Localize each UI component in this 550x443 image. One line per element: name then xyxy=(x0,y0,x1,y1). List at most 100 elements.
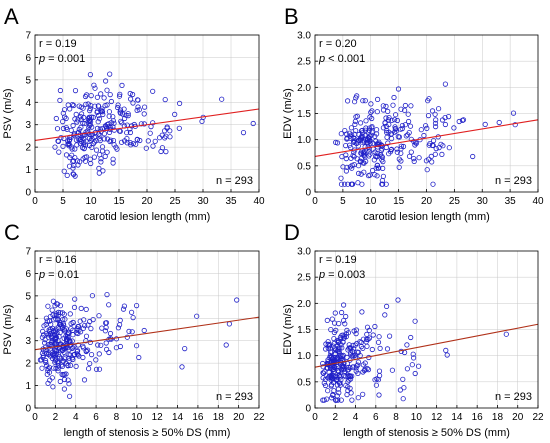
y-tick-label: 0 xyxy=(25,188,31,199)
data-point xyxy=(352,118,358,125)
data-point xyxy=(338,131,344,137)
data-point xyxy=(396,134,402,140)
data-point xyxy=(108,120,114,126)
data-point xyxy=(83,348,89,355)
y-tick-label: 0.5 xyxy=(297,377,311,388)
data-point xyxy=(126,328,132,334)
data-point xyxy=(361,149,367,155)
data-point xyxy=(83,333,90,339)
data-point xyxy=(336,320,342,327)
data-point xyxy=(103,340,109,346)
data-point xyxy=(343,143,349,149)
data-point xyxy=(43,350,49,357)
x-tick-label: 5 xyxy=(340,196,346,207)
x-tick-label: 18 xyxy=(492,412,504,423)
data-point xyxy=(428,153,434,159)
data-point xyxy=(57,329,63,336)
data-point xyxy=(78,114,84,120)
x-tick-label: 12 xyxy=(152,412,164,423)
data-point xyxy=(119,82,125,89)
data-point xyxy=(162,128,168,134)
data-point xyxy=(94,94,101,100)
data-point xyxy=(55,317,61,323)
data-point xyxy=(389,117,395,123)
data-point xyxy=(340,164,346,170)
data-point xyxy=(433,146,439,152)
data-point xyxy=(91,134,98,140)
data-point xyxy=(73,363,79,369)
data-point xyxy=(52,332,58,338)
y-tick-label: 0 xyxy=(25,404,31,415)
data-point xyxy=(39,365,45,371)
data-point xyxy=(358,150,364,156)
data-point xyxy=(348,132,355,138)
data-point xyxy=(406,153,413,159)
data-point xyxy=(88,160,94,167)
data-point xyxy=(69,146,75,152)
data-point xyxy=(334,140,341,146)
data-point xyxy=(362,127,369,133)
x-axis-label: carotid lesion length (mm) xyxy=(84,211,211,223)
data-point xyxy=(78,117,84,123)
data-point xyxy=(430,138,437,144)
data-point xyxy=(329,376,335,382)
data-point xyxy=(336,348,342,354)
x-tick-label: 5 xyxy=(60,196,66,207)
data-point xyxy=(77,141,84,147)
x-tick-label: 0 xyxy=(32,196,38,207)
data-point xyxy=(383,129,390,135)
data-point xyxy=(81,377,88,383)
data-point xyxy=(134,136,140,142)
data-point xyxy=(331,329,337,336)
data-point xyxy=(343,313,349,320)
data-point xyxy=(392,126,398,132)
data-point xyxy=(328,326,334,333)
data-point xyxy=(70,319,76,326)
y-tick-label: 6 xyxy=(25,53,31,64)
data-point xyxy=(106,113,112,119)
data-point xyxy=(87,360,93,367)
data-point xyxy=(413,140,419,146)
data-point xyxy=(104,87,110,93)
data-point xyxy=(135,104,141,110)
data-point xyxy=(348,352,354,358)
data-point xyxy=(395,297,401,303)
data-point xyxy=(76,327,82,333)
x-tick-label: 10 xyxy=(365,196,377,207)
data-point xyxy=(43,344,49,350)
data-point xyxy=(125,111,131,117)
data-point xyxy=(226,321,232,327)
data-point xyxy=(367,114,373,120)
data-point xyxy=(334,363,340,369)
data-point xyxy=(354,363,360,369)
data-point xyxy=(62,328,68,334)
data-point xyxy=(53,351,59,357)
y-tick-label: 4 xyxy=(25,98,31,109)
data-point xyxy=(107,71,113,77)
data-point xyxy=(179,364,185,370)
y-tick-label: 4 xyxy=(25,314,31,325)
data-point xyxy=(54,301,61,307)
data-point xyxy=(373,127,380,133)
data-point xyxy=(70,165,76,171)
data-point xyxy=(135,97,141,103)
data-point xyxy=(379,181,386,187)
y-axis-label: PSV (m/s) xyxy=(2,304,14,354)
data-point xyxy=(394,117,400,124)
x-tick-label: 2 xyxy=(332,412,338,423)
data-point xyxy=(410,351,416,357)
data-point xyxy=(57,303,64,309)
data-point xyxy=(425,98,431,104)
data-point xyxy=(106,121,112,127)
data-point xyxy=(49,307,55,313)
x-tick-label: 35 xyxy=(225,196,237,207)
data-point xyxy=(66,355,72,361)
data-point xyxy=(364,324,371,330)
data-point xyxy=(89,351,95,358)
data-point xyxy=(70,332,76,338)
data-point xyxy=(328,395,335,401)
data-point xyxy=(110,114,116,120)
data-point xyxy=(137,137,143,144)
data-point xyxy=(72,155,78,161)
data-point xyxy=(355,170,362,176)
